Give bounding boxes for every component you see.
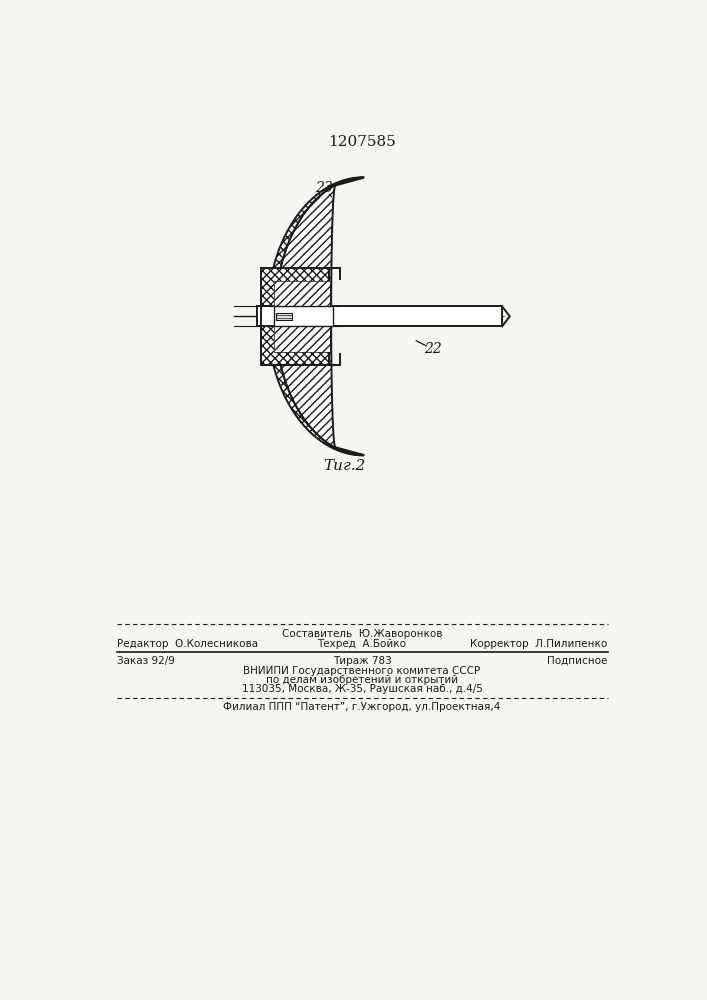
Bar xyxy=(257,306,502,326)
Text: Τиг.2: Τиг.2 xyxy=(323,460,366,474)
Bar xyxy=(261,268,329,365)
Bar xyxy=(274,326,330,352)
Bar xyxy=(261,268,329,365)
Bar xyxy=(274,306,333,326)
Text: Техред  А.Бойко: Техред А.Бойко xyxy=(317,639,407,649)
Text: Редактор  О.Колесникова: Редактор О.Колесникова xyxy=(117,639,258,649)
Text: Заказ 92/9: Заказ 92/9 xyxy=(117,656,175,666)
Text: 22: 22 xyxy=(424,342,442,356)
Bar xyxy=(274,281,330,306)
Text: по делам изобретений и открытий: по делам изобретений и открытий xyxy=(266,675,458,685)
Polygon shape xyxy=(275,178,363,455)
Bar xyxy=(274,306,333,326)
Text: ВНИИПИ Государственного комитета СССР: ВНИИПИ Государственного комитета СССР xyxy=(243,666,481,676)
Bar xyxy=(257,306,502,326)
Text: Филиал ППП “Патент”, г.Ужгород, ул.Проектная,4: Филиал ППП “Патент”, г.Ужгород, ул.Проек… xyxy=(223,702,501,712)
Bar xyxy=(274,281,330,306)
Text: Корректор  Л.Пилипенко: Корректор Л.Пилипенко xyxy=(470,639,607,649)
Text: Подписное: Подписное xyxy=(547,656,607,666)
Text: 1207585: 1207585 xyxy=(328,135,396,149)
Text: 113035, Москва, Ж-35, Раушская наб., д.4/5: 113035, Москва, Ж-35, Раушская наб., д.4… xyxy=(242,684,482,694)
Text: 23: 23 xyxy=(315,181,333,195)
Text: Составитель  Ю.Жаворонков: Составитель Ю.Жаворонков xyxy=(281,629,442,639)
Text: Тираж 783: Тираж 783 xyxy=(332,656,392,666)
Bar xyxy=(276,313,292,320)
Polygon shape xyxy=(267,177,363,455)
Bar xyxy=(261,268,329,365)
Bar xyxy=(274,326,330,352)
